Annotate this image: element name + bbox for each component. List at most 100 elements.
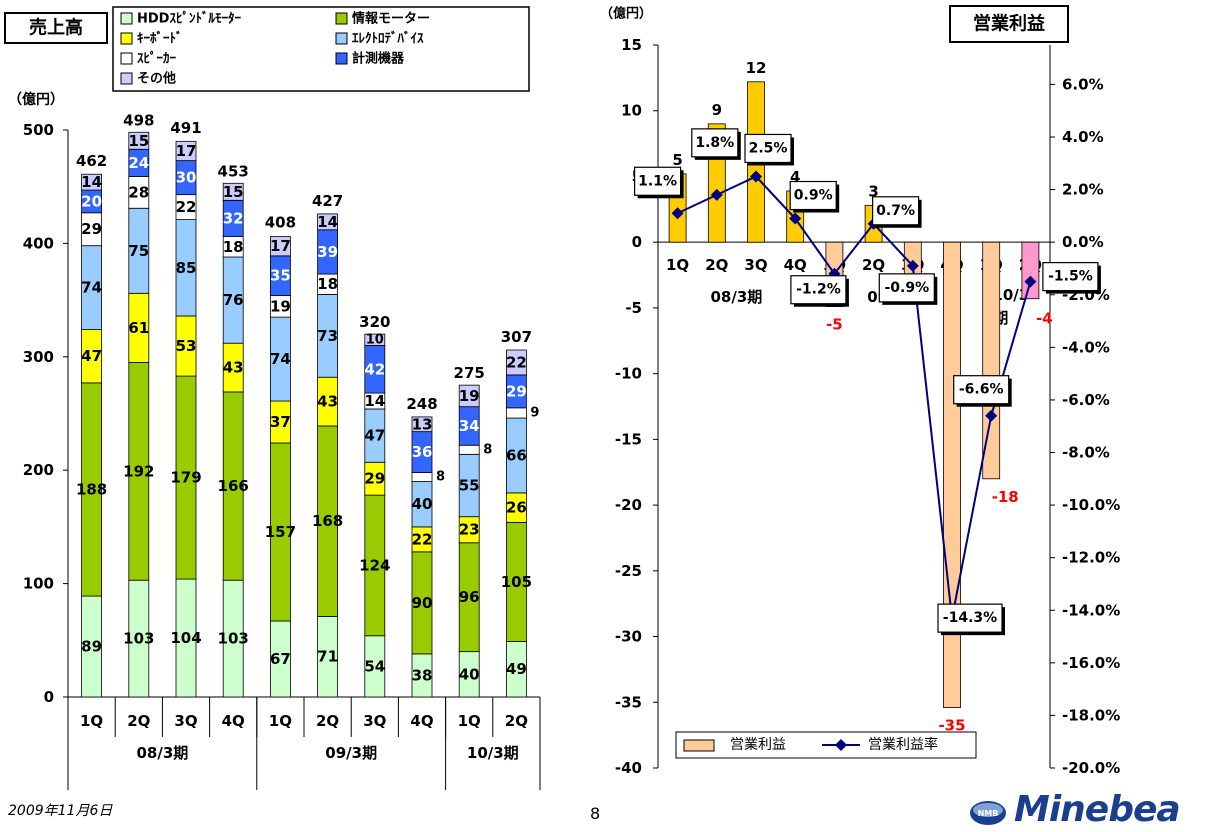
x-tick-label: 4Q [222, 712, 245, 730]
segment-label: 34 [459, 417, 480, 435]
segment-label: 38 [412, 666, 433, 684]
segment-label: 26 [506, 499, 527, 517]
legend-label: 情報モーター [352, 11, 430, 27]
segment-label: 20 [81, 192, 102, 210]
nmb-emblem-icon: NMB [970, 801, 1006, 825]
rate-label-box [790, 275, 847, 305]
segment-label: 166 [218, 477, 249, 495]
rate-point [906, 259, 919, 272]
x-tick-label: 2Q [316, 712, 339, 730]
segment-label: 32 [223, 209, 244, 227]
x-tick-label: 1Q [269, 712, 292, 730]
legend-swatch [120, 52, 133, 65]
x-tick-label: 2Q [705, 256, 728, 274]
legend-bar-label: 営業利益 [730, 737, 786, 753]
segment-label: 15 [223, 183, 244, 201]
rate-label-box [878, 273, 935, 303]
nmb-emblem-text: NMB [978, 809, 999, 818]
y-tick-label: -15 [615, 430, 642, 448]
bar-value-label: -5 [826, 316, 843, 334]
segment-label: 18 [317, 275, 338, 293]
x-tick-label: 3Q [744, 256, 767, 274]
rate-point [671, 207, 684, 220]
segment-label: 104 [170, 629, 201, 647]
y2-tick-label: -16.0% [1062, 654, 1120, 672]
x-tick-label: 2Q [127, 712, 150, 730]
rate-label: -6.6% [959, 382, 1004, 398]
bar-value-label: -35 [938, 717, 965, 735]
total-label: 408 [265, 213, 296, 231]
rate-label: 0.7% [876, 203, 915, 219]
minebea-logo: NMB Minebea [968, 789, 1208, 831]
bar-value-label: 12 [746, 59, 767, 77]
segment-label: 14 [81, 173, 102, 191]
segment-label: 22 [506, 353, 527, 371]
legend-line-label: 営業利益率 [868, 736, 938, 753]
sales-legend: HDDｽﾋﾟﾝﾄﾞﾙﾓｰﾀｰ 情報モーター ｷｰﾎﾞｰﾄﾞ ｴﾚｸﾄﾛﾃﾞﾊﾞｲｽ ｽﾋ… [112, 6, 530, 92]
operating-income-chart: 営業利益 （億円） -40 -35 -30 -25 -20 -15 -10 -5 0 5 10 15 -20… [600, 5, 1120, 777]
y-tick-label: 300 [23, 348, 54, 366]
y2-tick-label: -8.0% [1062, 444, 1110, 462]
segment-label: 179 [170, 469, 201, 487]
segment-label: 40 [412, 495, 433, 513]
bar-segment [269, 236, 291, 257]
segment-label: 53 [176, 337, 197, 355]
legend-label: その他 [137, 71, 176, 87]
rate-point [750, 170, 762, 183]
bar-value-label: 4 [790, 168, 800, 186]
y2-tick-label: 2.0% [1062, 181, 1104, 199]
bar-value-label: 5 [672, 151, 682, 169]
rate-labels: 1.1% 1.8% 2.5% 0.9% -1.2% 0.7% -0.9% -14.3% -6.6… [633, 128, 1101, 636]
segment-label: 14 [317, 213, 338, 231]
sales-title: 売上高 [29, 17, 83, 39]
segment-label: 54 [364, 657, 385, 675]
sales-unit-label: （億円） [8, 91, 64, 108]
income-bar [982, 241, 1001, 480]
sales-chart: 売上高 （億円） HDDｽﾋﾟﾝﾄﾞﾙﾓｰﾀｰ 情報モーター ｷｰﾎﾞｰﾄﾞ ｴﾚｸﾄﾛﾃ… [4, 6, 541, 790]
rate-label-box [789, 180, 837, 211]
segment-label: 39 [317, 243, 338, 261]
segment-label: 10 [366, 332, 384, 347]
segment-label: 37 [270, 413, 291, 431]
bar-value-label: 9 [712, 101, 722, 119]
group-label: 10/3 [992, 286, 1029, 304]
logo-wordmark: Minebea [1014, 789, 1181, 830]
segment-label: 89 [81, 638, 102, 656]
legend-swatch [335, 52, 348, 65]
segment-label: 8 [436, 470, 445, 485]
total-label: 275 [454, 364, 485, 382]
income-bar [1021, 241, 1040, 300]
legend-swatch [335, 32, 348, 45]
segment-label: 29 [364, 470, 385, 488]
rate-label: 2.5% [749, 140, 788, 156]
segment-label: 157 [265, 523, 296, 541]
segment-label: 55 [459, 477, 480, 495]
legend-label: HDDｽﾋﾟﾝﾄﾞﾙﾓｰﾀｰ [137, 11, 241, 27]
rate-label-box [872, 196, 920, 226]
total-label: 307 [501, 328, 532, 346]
bar-segment [128, 131, 150, 150]
rate-label: 1.8% [695, 135, 734, 151]
y-tick-label: -20 [615, 496, 642, 514]
segment-label: 75 [128, 242, 149, 260]
segment-label: 103 [123, 630, 154, 648]
income-title: 営業利益 [973, 13, 1045, 35]
bar-segment [81, 173, 102, 191]
y-tick-label: -30 [615, 628, 642, 646]
group-label: 08/3期 [137, 744, 189, 762]
y-tick-label: 500 [23, 121, 54, 139]
segment-label: 168 [312, 512, 343, 530]
rate-label-box [937, 603, 1003, 633]
segment-label: 192 [123, 462, 154, 480]
rate-label-box [1042, 262, 1099, 292]
bar-segment [317, 213, 339, 231]
total-label: 498 [123, 111, 154, 129]
segment-label: 49 [506, 660, 527, 678]
y2-tick-label: -14.0% [1062, 601, 1120, 619]
y2-tick-label: -18.0% [1062, 706, 1120, 724]
total-label: 248 [406, 395, 437, 413]
y-tick-label: 0 [632, 233, 642, 251]
y2-tick-label: -10.0% [1062, 496, 1120, 514]
legend-label: ｽﾋﾟｰｶｰ [137, 51, 177, 67]
legend-bar-swatch [683, 739, 715, 752]
